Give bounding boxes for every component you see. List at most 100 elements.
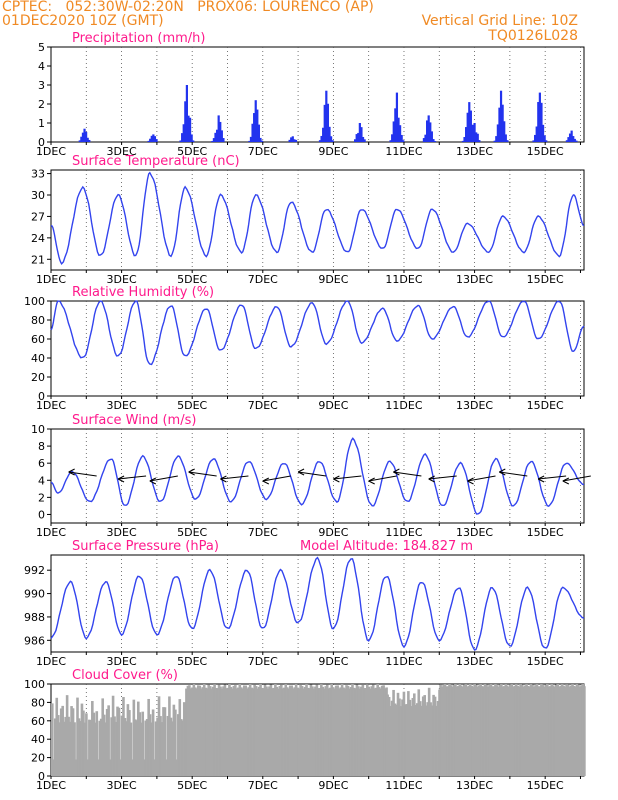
cloud-bar	[504, 684, 508, 776]
cloud-bar	[168, 696, 171, 776]
precip-bar	[253, 113, 256, 142]
cloud-bar	[232, 685, 236, 776]
cloud-bar	[458, 684, 462, 776]
y-tick-label: 0	[38, 390, 45, 403]
precip-bar	[504, 134, 507, 142]
x-tick-label: 1DEC	[36, 526, 66, 539]
x-tick-label: 3DEC	[107, 273, 137, 286]
wind-arrow-head	[262, 477, 270, 485]
cloud-bar	[328, 687, 332, 776]
precip-bar	[567, 137, 570, 142]
precip-bar	[573, 138, 576, 142]
cloud-bar	[278, 686, 282, 776]
cloud-bar	[342, 687, 345, 776]
cloud-bar	[241, 688, 245, 776]
x-tick-label: 9DEC	[318, 526, 348, 539]
wind-arrow	[188, 471, 217, 477]
y-tick-label: 80	[31, 314, 45, 327]
cloud-bar	[468, 684, 472, 776]
precip-bar	[360, 127, 363, 142]
precip-bar	[395, 92, 399, 142]
cloud-bar	[76, 697, 79, 776]
precip-bar	[545, 140, 548, 142]
cloud-bar	[91, 701, 94, 776]
cloud-bar	[131, 759, 134, 776]
precip-bar	[219, 121, 222, 142]
cloud-bar	[134, 719, 137, 776]
cloud-bar	[574, 686, 577, 776]
precip-bar	[222, 138, 225, 142]
cloud-bar	[132, 699, 136, 776]
cloud-bar	[454, 684, 457, 776]
cloud-bar	[380, 685, 384, 776]
cloud-bar	[116, 706, 119, 776]
cloud-bar	[163, 707, 167, 776]
precip-bar	[565, 140, 568, 142]
cloud-bar	[430, 705, 434, 776]
y-tick-label: 986	[24, 634, 45, 647]
y-tick-label: 4	[38, 60, 45, 73]
cloud-bar	[259, 684, 262, 776]
x-tick-label: 1DEC	[36, 779, 66, 792]
cloud-bar	[404, 704, 407, 776]
cloud-bar	[557, 686, 561, 776]
cloud-bar	[535, 684, 539, 776]
cloud-bar	[399, 706, 403, 776]
cloud-bar	[135, 720, 139, 776]
cloud-bar	[154, 721, 158, 776]
cloud-bar	[159, 716, 162, 776]
cloud-bar	[92, 712, 96, 776]
cloud-bar	[562, 685, 565, 776]
cloud-bar	[476, 686, 479, 776]
cloud-bar	[544, 684, 548, 776]
cloud-bar	[498, 684, 502, 776]
cloud-bar	[119, 759, 122, 776]
cloud-bar	[217, 684, 221, 776]
x-tick-label: 7DEC	[248, 399, 278, 412]
precip-bar	[88, 139, 91, 142]
precip-bar	[394, 108, 397, 142]
x-tick-label: 13DEC	[456, 399, 493, 412]
cloud-bar	[340, 684, 344, 776]
cloud-bar	[583, 686, 586, 776]
precip-bar	[503, 121, 506, 142]
cloud-bar	[303, 686, 307, 776]
cloud-bar	[262, 688, 265, 776]
precip-bar	[426, 120, 429, 142]
x-tick-label: 7DEC	[248, 779, 278, 792]
cloud-bar	[151, 709, 155, 776]
precip-bar	[260, 140, 264, 142]
precip-bar	[534, 134, 537, 142]
precip-bar	[80, 136, 83, 142]
cloud-bar	[473, 684, 476, 776]
cloud-bar	[192, 684, 196, 776]
cloud-bar	[568, 686, 571, 776]
cloud-bar	[482, 686, 485, 776]
panel-frame-3	[50, 428, 585, 524]
cloud-bar	[440, 686, 444, 776]
cloud-bar	[407, 691, 410, 776]
y-tick-label: 80	[31, 696, 45, 709]
cloud-bar	[572, 685, 576, 776]
cloud-bar	[318, 687, 322, 776]
cloud-bar	[373, 688, 377, 776]
cloud-bar	[65, 695, 69, 776]
x-tick-label: 15DEC	[527, 273, 564, 286]
cloud-bar	[302, 688, 305, 776]
x-tick-label: 11DEC	[385, 399, 422, 412]
cloud-bar	[451, 686, 454, 776]
cloud-bar	[323, 688, 326, 776]
cloud-bar	[245, 688, 249, 776]
precip-bar	[212, 138, 216, 142]
cloud-bar	[508, 684, 512, 776]
cloud-bar	[144, 720, 147, 776]
cloud-bar	[556, 684, 559, 776]
x-tick-label: 5DEC	[177, 273, 207, 286]
y-tick-label: 5	[38, 41, 45, 54]
cloud-bar	[185, 688, 188, 776]
cloud-bar	[294, 684, 298, 776]
cloud-bar	[160, 722, 164, 776]
cloud-bar	[274, 684, 277, 776]
cloud-bar	[228, 684, 231, 776]
cloud-bar	[429, 702, 432, 776]
